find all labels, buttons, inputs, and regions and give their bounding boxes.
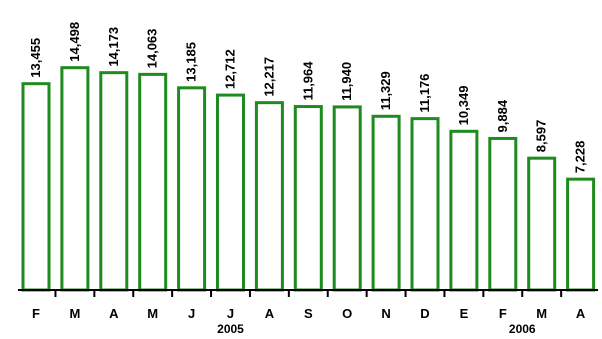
bar-1 bbox=[60, 66, 90, 292]
value-label-3: 14,063 bbox=[145, 29, 160, 69]
bar-4 bbox=[177, 86, 207, 292]
bar-2 bbox=[99, 71, 129, 292]
x-label-0: F bbox=[32, 306, 40, 321]
value-label-14: 7,228 bbox=[573, 141, 588, 174]
value-label-6: 12,217 bbox=[261, 57, 276, 97]
year-label-2006: 2006 bbox=[509, 322, 536, 336]
x-label-7: S bbox=[304, 306, 313, 321]
x-label-3: M bbox=[147, 306, 158, 321]
value-label-7: 11,964 bbox=[300, 61, 315, 101]
x-axis-ticks bbox=[54, 290, 563, 297]
x-label-6: A bbox=[265, 306, 275, 321]
value-label-8: 11,940 bbox=[339, 62, 354, 101]
bar-8 bbox=[332, 105, 362, 292]
bar-10 bbox=[410, 117, 440, 292]
value-label-12: 9,884 bbox=[495, 99, 510, 132]
year-label-2005: 2005 bbox=[217, 322, 244, 336]
bar-11 bbox=[449, 129, 479, 292]
x-label-10: D bbox=[420, 306, 429, 321]
bar-9 bbox=[371, 114, 401, 292]
x-label-13: M bbox=[536, 306, 547, 321]
bar-12 bbox=[488, 136, 518, 292]
bar-13 bbox=[527, 156, 557, 292]
x-label-14: A bbox=[576, 306, 586, 321]
value-label-5: 12,712 bbox=[223, 49, 238, 89]
x-label-9: N bbox=[381, 306, 390, 321]
value-label-4: 13,185 bbox=[184, 42, 199, 82]
x-label-12: F bbox=[499, 306, 507, 321]
x-label-11: E bbox=[460, 306, 469, 321]
bar-0 bbox=[21, 82, 51, 292]
bar-6 bbox=[254, 101, 284, 292]
value-label-10: 11,176 bbox=[417, 74, 432, 113]
value-label-9: 11,329 bbox=[378, 71, 393, 110]
bar-3 bbox=[138, 72, 168, 292]
x-label-4: J bbox=[188, 306, 195, 321]
value-label-0: 13,455 bbox=[28, 38, 43, 78]
x-label-2: A bbox=[109, 306, 119, 321]
x-label-8: O bbox=[342, 306, 352, 321]
x-label-1: M bbox=[69, 306, 80, 321]
value-label-1: 14,498 bbox=[67, 22, 82, 62]
value-label-2: 14,173 bbox=[106, 27, 121, 67]
bar-7 bbox=[293, 105, 323, 292]
bar-5 bbox=[216, 93, 245, 292]
value-label-11: 10,349 bbox=[456, 86, 471, 126]
value-label-13: 8,597 bbox=[534, 120, 549, 153]
value-labels-layer: 13,455 14,498 14,173 14,063 13,185 12,712 12,2… bbox=[28, 22, 588, 173]
x-label-5: J bbox=[227, 306, 234, 321]
year-labels: 2005 2006 bbox=[217, 322, 536, 336]
bar-14 bbox=[566, 177, 596, 292]
